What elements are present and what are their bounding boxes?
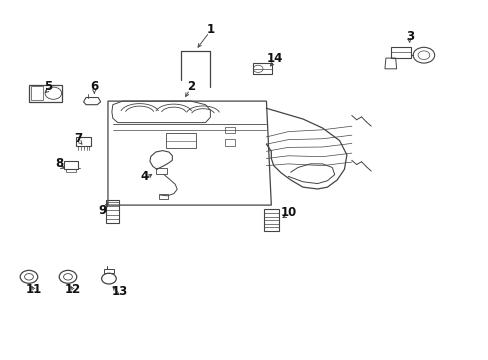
Text: 10: 10 — [280, 206, 296, 219]
Text: 12: 12 — [64, 283, 81, 296]
Text: 9: 9 — [98, 204, 106, 217]
Bar — [104, 269, 114, 273]
Bar — [64, 161, 78, 169]
Text: 2: 2 — [186, 80, 195, 93]
Text: 14: 14 — [266, 51, 283, 64]
Text: 6: 6 — [90, 80, 98, 93]
Bar — [76, 137, 91, 146]
Text: 7: 7 — [75, 132, 82, 145]
Bar — [156, 168, 167, 174]
Bar — [390, 46, 410, 58]
Bar — [29, 85, 62, 102]
Text: 3: 3 — [406, 30, 413, 43]
Bar — [65, 168, 76, 172]
Bar — [31, 86, 43, 100]
Bar — [253, 63, 271, 74]
Bar — [224, 139, 234, 146]
Bar — [224, 127, 234, 134]
Text: 5: 5 — [44, 80, 53, 93]
Text: 11: 11 — [26, 283, 42, 296]
Text: 4: 4 — [140, 170, 148, 183]
Bar — [159, 194, 167, 199]
Bar — [166, 134, 195, 148]
Text: 13: 13 — [112, 285, 128, 298]
Bar — [264, 210, 278, 231]
Text: 1: 1 — [206, 23, 214, 36]
Bar — [105, 200, 119, 223]
Text: 8: 8 — [55, 157, 63, 170]
